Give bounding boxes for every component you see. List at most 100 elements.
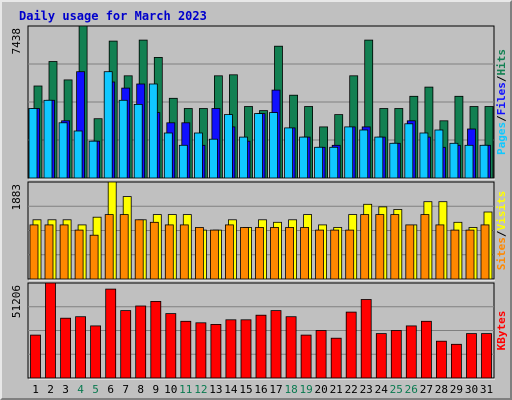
legend-separator: /: [495, 75, 508, 82]
bar-sites-day-29: [450, 229, 460, 280]
bar-kbytes-day-27: [420, 320, 432, 379]
legend-hits: Pages/Files/Hits: [495, 49, 508, 155]
legend-kbytes: KBytes: [495, 311, 508, 351]
bar-pages-day-21: [329, 146, 339, 179]
bar-pages-day-10: [163, 132, 173, 179]
bar-sites-day-8: [134, 219, 144, 280]
bar-kbytes-day-17: [270, 310, 282, 379]
y-max-label: 7438: [10, 28, 23, 55]
bar-pages-day-5: [88, 140, 98, 179]
legend-item-visits: Visits: [495, 191, 508, 231]
bar-sites-day-10: [164, 224, 174, 280]
x-tick-label-day-27: 27: [420, 383, 433, 396]
bar-pages-day-12: [193, 132, 203, 179]
x-tick-label-day-9: 9: [152, 383, 159, 396]
bar-sites-day-11: [179, 224, 189, 280]
bar-sites-day-25: [390, 214, 400, 280]
bar-pages-day-18: [284, 127, 294, 179]
bar-kbytes-day-2: [45, 282, 56, 379]
bar-pages-day-2: [43, 99, 53, 179]
bar-sites-day-17: [270, 227, 279, 280]
panel-visits: 1883 Sites/Visits: [10, 181, 508, 281]
legend-item-files: Files: [495, 82, 508, 115]
bar-sites-day-31: [480, 224, 490, 280]
y-max-label: 51206: [10, 285, 23, 318]
bar-kbytes-day-22: [345, 311, 357, 379]
bar-pages-day-11: [178, 144, 188, 179]
x-tick-label-day-15: 15: [239, 383, 252, 396]
bar-pages-day-13: [208, 138, 218, 179]
bar-pages-day-29: [449, 142, 459, 179]
bar-pages-day-31: [479, 144, 489, 179]
x-tick-label-day-16: 16: [254, 383, 267, 396]
bar-kbytes-day-6: [105, 288, 117, 379]
bar-pages-day-23: [359, 129, 369, 179]
bar-kbytes-day-3: [60, 317, 71, 379]
x-tick-label-day-13: 13: [209, 383, 222, 396]
x-tick-label-day-4: 4: [77, 383, 84, 396]
bar-kbytes-day-24: [375, 333, 387, 379]
y-max-label: 1883: [10, 184, 23, 211]
bar-pages-day-26: [404, 123, 414, 179]
bar-kbytes-day-13: [210, 323, 222, 379]
legend-item-sites: Sites: [495, 237, 508, 270]
bar-sites-day-28: [435, 224, 445, 280]
bar-pages-day-9: [148, 83, 158, 179]
panel-kbytes: 51206 KBytes: [10, 282, 508, 380]
x-tick-label-day-21: 21: [330, 383, 343, 396]
x-tick-label-day-10: 10: [164, 383, 177, 396]
bar-kbytes-day-12: [195, 322, 207, 379]
x-tick-label-day-20: 20: [314, 383, 327, 396]
bar-kbytes-day-7: [120, 310, 132, 379]
bar-kbytes-day-5: [90, 325, 101, 379]
bar-kbytes-day-1: [30, 334, 41, 379]
bar-kbytes-day-28: [435, 340, 447, 379]
bar-pages-day-22: [344, 126, 354, 179]
bar-kbytes-day-19: [300, 334, 312, 379]
bar-sites-day-9: [149, 221, 159, 280]
x-tick-label-day-28: 28: [435, 383, 448, 396]
bar-pages-day-15: [239, 136, 248, 179]
bar-sites-day-15: [240, 227, 249, 280]
bar-kbytes-day-10: [165, 313, 177, 379]
bar-kbytes-day-4: [75, 316, 86, 379]
chart-title: Daily usage for March 2023: [19, 9, 207, 23]
bar-kbytes-day-29: [450, 343, 462, 379]
legend-item-kbytes: KBytes: [495, 311, 508, 351]
bar-kbytes-day-25: [390, 330, 402, 379]
x-tick-label-day-29: 29: [450, 383, 463, 396]
bar-pages-day-28: [434, 129, 444, 179]
bar-sites-day-30: [465, 229, 475, 280]
bar-sites-day-3: [59, 224, 69, 280]
bar-pages-day-19: [299, 136, 309, 179]
x-tick-label-day-19: 19: [299, 383, 312, 396]
bar-sites-day-20: [315, 229, 325, 280]
x-tick-label-day-31: 31: [480, 383, 493, 396]
bar-sites-day-7: [119, 214, 129, 280]
x-tick-label-day-22: 22: [345, 383, 358, 396]
x-tick-label-day-11: 11: [179, 383, 192, 396]
bar-sites-day-21: [330, 229, 340, 280]
bar-kbytes-day-21: [330, 337, 342, 379]
bar-kbytes-day-11: [180, 320, 192, 379]
x-tick-label-day-25: 25: [390, 383, 403, 396]
panel-hits: 7438 Pages/Files/Hits: [10, 25, 508, 180]
bar-sites-day-24: [375, 214, 385, 280]
bar-pages-day-7: [118, 99, 128, 179]
bar-sites-day-27: [420, 214, 430, 280]
bar-pages-day-24: [374, 136, 384, 179]
bar-kbytes-day-30: [466, 333, 477, 379]
bar-pages-day-3: [58, 122, 68, 179]
bar-sites-day-12: [194, 227, 204, 280]
x-tick-label-day-26: 26: [405, 383, 418, 396]
bar-sites-day-26: [405, 224, 415, 280]
bar-pages-day-30: [464, 144, 474, 179]
bar-sites-day-6: [104, 214, 114, 280]
bar-kbytes-day-16: [255, 314, 267, 379]
bar-sites-day-5: [89, 234, 99, 280]
x-tick-label-day-2: 2: [47, 383, 54, 396]
chart-panels: 7438 Pages/Files/Hits 1883 Sites / Visits 5120…: [10, 25, 508, 380]
series-sites: [29, 214, 490, 280]
